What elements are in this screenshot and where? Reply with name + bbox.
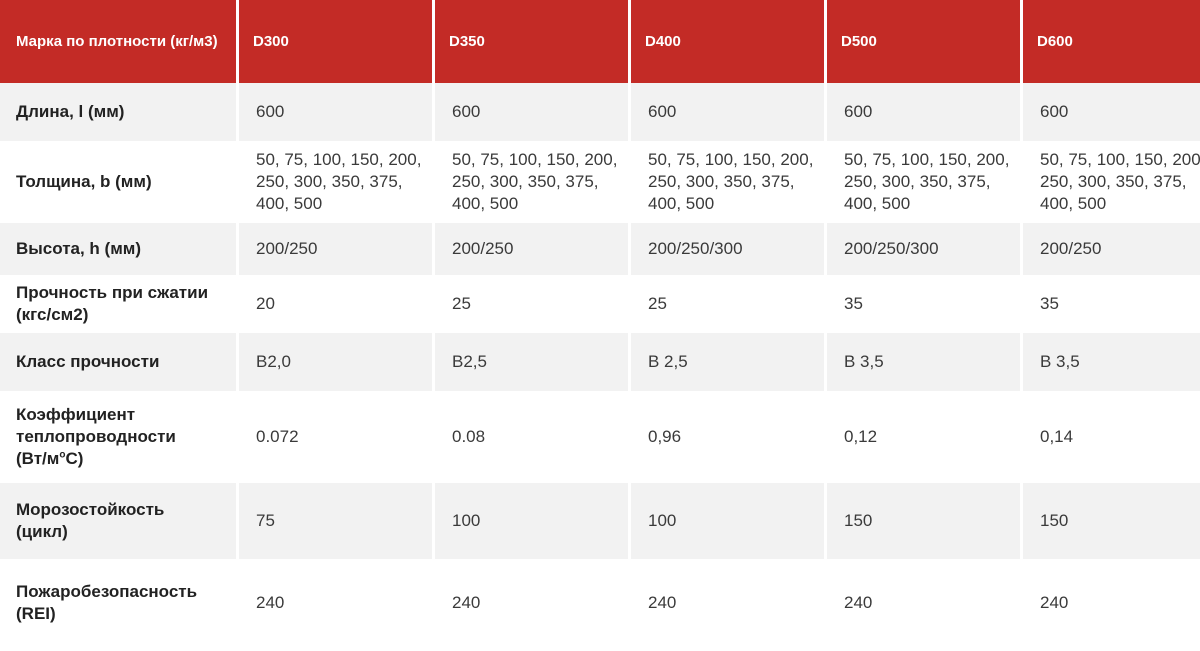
- row-label-unit-tail: С): [65, 449, 84, 468]
- table-row-compressive-strength: Прочность при сжатии (кгс/см2) 20 25 25 …: [0, 275, 1200, 333]
- table-cell: В 3,5: [827, 333, 1020, 391]
- table-cell: 600: [827, 83, 1020, 141]
- table-cell: 35: [827, 275, 1020, 333]
- table-cell: 0.08: [435, 391, 628, 483]
- table-cell: В 2,5: [631, 333, 824, 391]
- header-col-d600: D600: [1023, 0, 1200, 83]
- table-cell: 100: [435, 483, 628, 559]
- table-cell: 35: [1023, 275, 1200, 333]
- table-row-frost-resistance: Морозостойкость (цикл) 75 100 100 150 15…: [0, 483, 1200, 559]
- row-label: Высота, h (мм): [0, 223, 236, 275]
- row-label: Пожаробезопасность (REI): [0, 559, 236, 647]
- table-row-length: Длина, l (мм) 600 600 600 600 600: [0, 83, 1200, 141]
- table-cell: 50, 75, 100, 150, 200, 250, 300, 350, 37…: [1023, 141, 1200, 223]
- table-cell: 240: [1023, 559, 1200, 647]
- table-row-fire-safety: Пожаробезопасность (REI) 240 240 240 240…: [0, 559, 1200, 647]
- table-cell: B2,5: [435, 333, 628, 391]
- row-label: Морозостойкость (цикл): [0, 483, 236, 559]
- table-cell: 240: [631, 559, 824, 647]
- table-cell: 200/250: [435, 223, 628, 275]
- row-label: Прочность при сжатии (кгс/см2): [0, 275, 236, 333]
- table-cell: 0,96: [631, 391, 824, 483]
- table-cell: 25: [631, 275, 824, 333]
- table-cell: 50, 75, 100, 150, 200, 250, 300, 350, 37…: [827, 141, 1020, 223]
- row-label: Толщина, b (мм): [0, 141, 236, 223]
- header-col-d500: D500: [827, 0, 1020, 83]
- table-cell: 0,14: [1023, 391, 1200, 483]
- table-cell: 600: [1023, 83, 1200, 141]
- row-label: Класс прочности: [0, 333, 236, 391]
- table-cell: В 3,5: [1023, 333, 1200, 391]
- header-col-d300: D300: [239, 0, 432, 83]
- table-cell: 200/250: [1023, 223, 1200, 275]
- row-label-text: Коэффициент теплопроводности: [16, 405, 176, 446]
- table-row-thickness: Толщина, b (мм) 50, 75, 100, 150, 200, 2…: [0, 141, 1200, 223]
- table-cell: 50, 75, 100, 150, 200, 250, 300, 350, 37…: [435, 141, 628, 223]
- table-cell: 600: [239, 83, 432, 141]
- table-cell: 150: [1023, 483, 1200, 559]
- table-cell: 600: [435, 83, 628, 141]
- table-cell: 600: [631, 83, 824, 141]
- table-cell: 20: [239, 275, 432, 333]
- row-label-thermal: Коэффициент теплопроводности (Вт/мoС): [0, 391, 236, 483]
- table-cell: 25: [435, 275, 628, 333]
- table-cell: 50, 75, 100, 150, 200, 250, 300, 350, 37…: [239, 141, 432, 223]
- table-cell: 0,12: [827, 391, 1020, 483]
- table-row-thermal-conductivity: Коэффициент теплопроводности (Вт/мoС) 0.0…: [0, 391, 1200, 483]
- table-cell: 0.072: [239, 391, 432, 483]
- header-row: Марка по плотности (кг/м3) D300 D350 D40…: [0, 0, 1200, 83]
- row-label: Длина, l (мм): [0, 83, 236, 141]
- table-row-strength-class: Класс прочности B2,0 B2,5 В 2,5 В 3,5 В …: [0, 333, 1200, 391]
- table-header: Марка по плотности (кг/м3) D300 D350 D40…: [0, 0, 1200, 83]
- table-row-height: Высота, h (мм) 200/250 200/250 200/250/3…: [0, 223, 1200, 275]
- header-col-d400: D400: [631, 0, 824, 83]
- table-cell: 75: [239, 483, 432, 559]
- table-body: Длина, l (мм) 600 600 600 600 600 Толщин…: [0, 83, 1200, 647]
- table-cell: 200/250: [239, 223, 432, 275]
- header-corner-cell: Марка по плотности (кг/м3): [0, 0, 236, 83]
- table-cell: 200/250/300: [631, 223, 824, 275]
- table-cell: 240: [239, 559, 432, 647]
- row-label-unit: (Вт/м: [16, 449, 60, 468]
- table-cell: 240: [435, 559, 628, 647]
- table-cell: B2,0: [239, 333, 432, 391]
- table-cell: 200/250/300: [827, 223, 1020, 275]
- header-col-d350: D350: [435, 0, 628, 83]
- table-cell: 150: [827, 483, 1020, 559]
- table-cell: 100: [631, 483, 824, 559]
- table-cell: 240: [827, 559, 1020, 647]
- row-label-unit-sup: o: [59, 449, 66, 461]
- table-cell: 50, 75, 100, 150, 200, 250, 300, 350, 37…: [631, 141, 824, 223]
